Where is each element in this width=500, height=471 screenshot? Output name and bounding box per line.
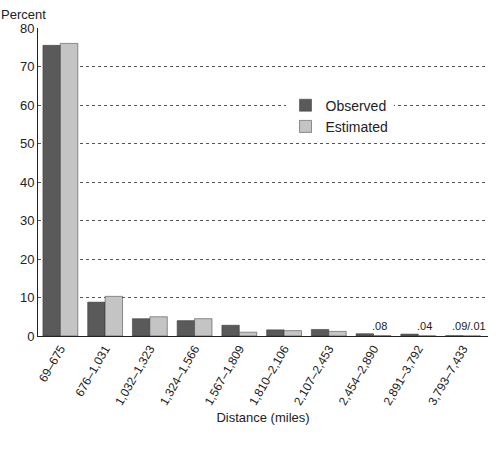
svg-text:1,324–1,566: 1,324–1,566: [157, 343, 203, 408]
svg-text:50: 50: [20, 136, 34, 151]
svg-text:676–1,031: 676–1,031: [72, 343, 113, 399]
svg-text:1,567–1,809: 1,567–1,809: [202, 343, 248, 408]
svg-text:2,107–2,453: 2,107–2,453: [291, 343, 337, 408]
svg-text:Percent: Percent: [1, 7, 46, 22]
svg-text:1,032–1,323: 1,032–1,323: [112, 343, 158, 408]
svg-text:.09/.01: .09/.01: [452, 320, 486, 332]
svg-text:Observed: Observed: [326, 98, 387, 114]
svg-text:2,454–2,890: 2,454–2,890: [336, 343, 382, 408]
svg-text:Distance (miles): Distance (miles): [216, 410, 309, 425]
svg-text:69–675: 69–675: [36, 343, 68, 385]
svg-text:40: 40: [20, 175, 34, 190]
svg-text:.08: .08: [372, 320, 387, 332]
svg-text:80: 80: [20, 21, 34, 36]
svg-text:60: 60: [20, 98, 34, 113]
svg-text:0: 0: [27, 329, 34, 344]
svg-text:70: 70: [20, 59, 34, 74]
svg-text:3,793–7,433: 3,793–7,433: [425, 343, 471, 408]
svg-text:30: 30: [20, 213, 34, 228]
svg-text:2,891–3,792: 2,891–3,792: [381, 343, 427, 408]
svg-text:20: 20: [20, 252, 34, 267]
svg-text:1,810–2,106: 1,810–2,106: [246, 343, 292, 408]
svg-text:Estimated: Estimated: [326, 119, 388, 135]
svg-text:10: 10: [20, 290, 34, 305]
svg-text:.04: .04: [417, 320, 432, 332]
